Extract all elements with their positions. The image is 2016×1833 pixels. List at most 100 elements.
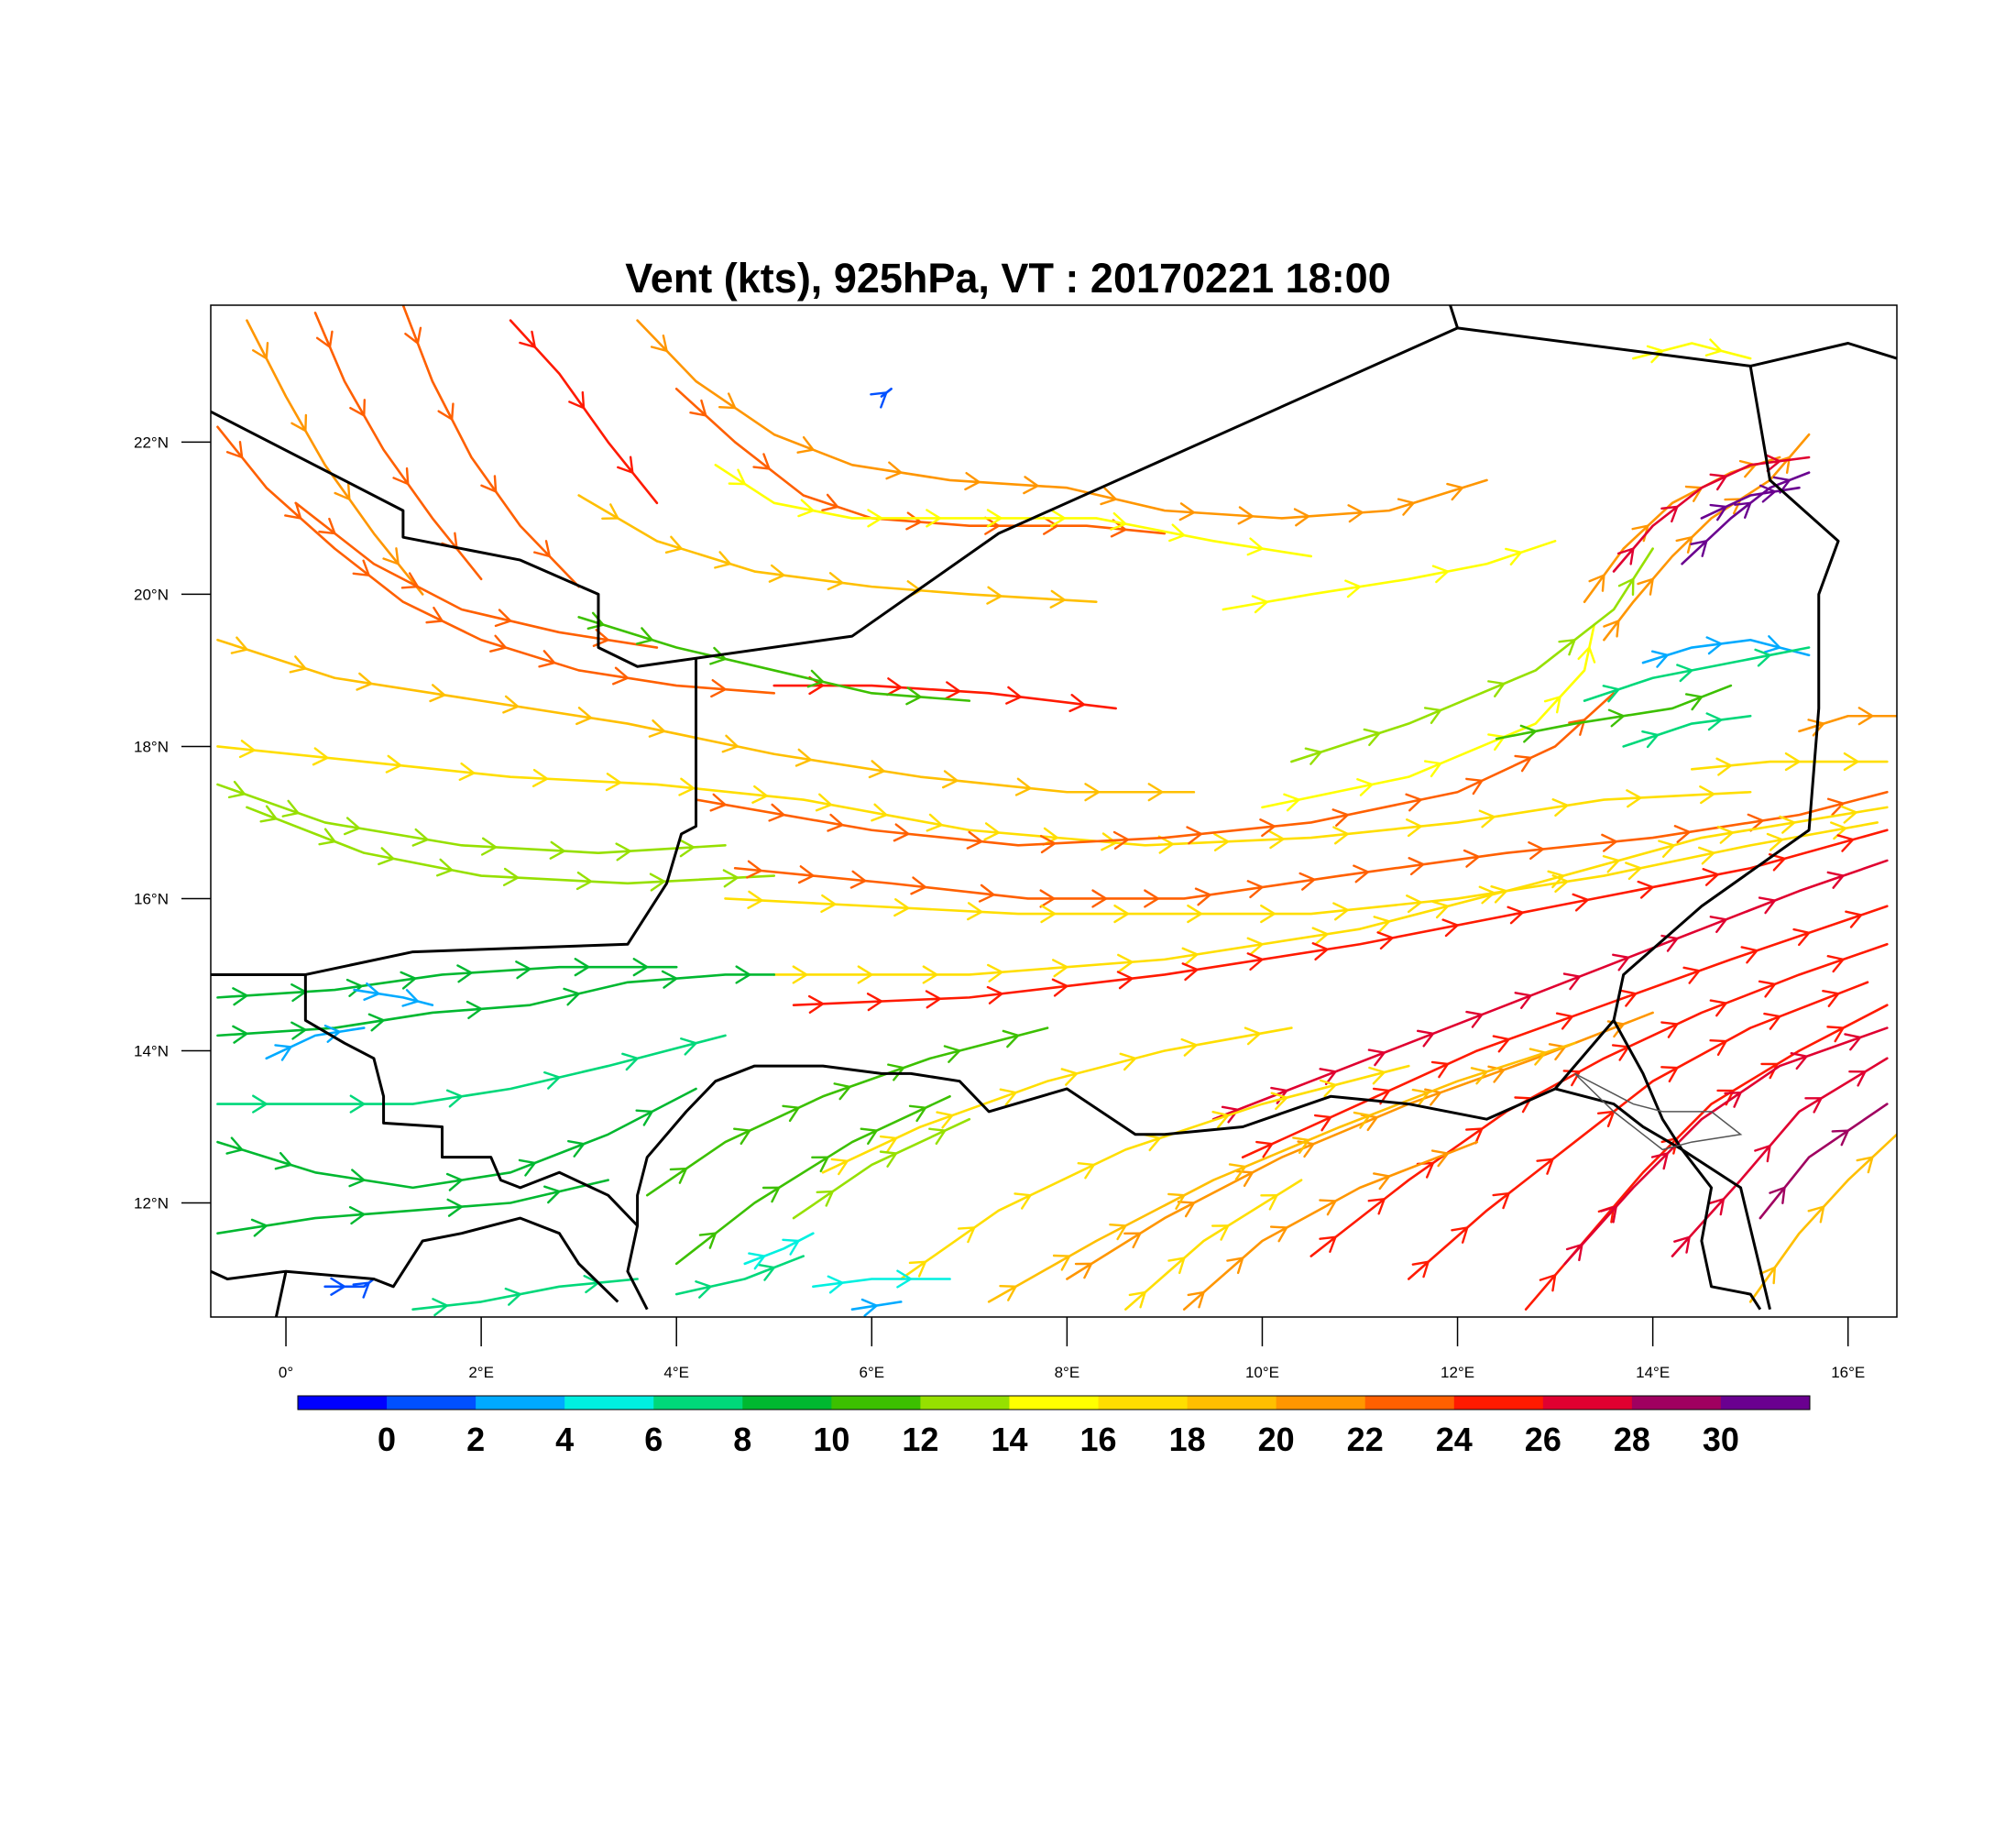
wind-arrowhead bbox=[1101, 832, 1118, 851]
streamline bbox=[792, 1117, 971, 1220]
wind-arrowhead bbox=[480, 837, 499, 856]
wind-arrowhead bbox=[797, 865, 816, 884]
wind-arrowhead bbox=[1246, 937, 1265, 956]
wind-arrowhead bbox=[978, 884, 996, 903]
wind-arrowhead bbox=[710, 679, 728, 698]
wind-arrowhead bbox=[936, 1111, 955, 1129]
wind-arrowhead bbox=[721, 734, 740, 753]
wind-arrowhead bbox=[1519, 724, 1539, 743]
wind-arrowhead bbox=[926, 509, 943, 528]
wind-arrowhead bbox=[1187, 1290, 1206, 1309]
wind-arrowhead bbox=[1804, 1097, 1824, 1114]
colorbar-swatch bbox=[1098, 1396, 1189, 1410]
streamline bbox=[216, 1179, 609, 1235]
wind-arrowhead bbox=[318, 517, 337, 535]
wind-arrowhead bbox=[1844, 1033, 1863, 1051]
wind-arrowhead bbox=[1113, 904, 1131, 924]
wind-arrowhead bbox=[1084, 783, 1101, 802]
colorbar-swatch bbox=[831, 1396, 921, 1410]
wind-arrowhead bbox=[575, 707, 594, 726]
wind-arrowhead bbox=[1311, 942, 1330, 961]
wind-arrowhead bbox=[680, 1037, 698, 1056]
wind-arrowhead bbox=[1260, 1193, 1279, 1211]
wind-arrowhead bbox=[1602, 685, 1621, 703]
colorbar-swatch bbox=[476, 1396, 565, 1410]
streamline bbox=[216, 973, 776, 1037]
wind-arrowhead bbox=[549, 840, 566, 860]
wind-arrowhead bbox=[1856, 1156, 1875, 1174]
streamline bbox=[1583, 456, 1781, 604]
wind-arrowhead bbox=[635, 627, 654, 645]
wind-arrowhead bbox=[1050, 509, 1068, 528]
wind-arrowhead bbox=[728, 468, 747, 486]
wind-arrowhead bbox=[1311, 927, 1330, 946]
wind-arrowhead bbox=[1014, 777, 1033, 796]
wind-arrowhead bbox=[1100, 487, 1118, 506]
colorbar-label: 2 bbox=[466, 1421, 485, 1458]
wind-arrowhead bbox=[1758, 896, 1777, 915]
wind-arrowhead bbox=[1292, 1136, 1311, 1155]
colorbar-label: 20 bbox=[1258, 1421, 1295, 1458]
wind-arrowhead bbox=[504, 1287, 522, 1306]
wind-arrowhead bbox=[1848, 1070, 1868, 1087]
country-border bbox=[211, 1216, 619, 1303]
wind-arrowhead bbox=[709, 793, 728, 812]
wind-arrowhead bbox=[796, 435, 816, 454]
wind-arrowhead bbox=[926, 813, 944, 832]
wind-arrowhead bbox=[866, 993, 884, 1012]
country-border bbox=[211, 326, 1751, 668]
streamline bbox=[743, 1232, 815, 1266]
wind-arrowhead bbox=[632, 958, 650, 977]
wind-arrowhead bbox=[986, 586, 1003, 605]
wind-arrowhead bbox=[1023, 476, 1040, 495]
wind-arrowhead bbox=[1110, 511, 1128, 531]
colorbar-label: 10 bbox=[813, 1421, 849, 1458]
wind-arrowhead bbox=[289, 655, 308, 674]
wind-arrowhead bbox=[1843, 752, 1860, 772]
wind-arrowhead bbox=[330, 1277, 347, 1296]
country-border bbox=[303, 974, 639, 1227]
wind-arrowhead bbox=[1619, 989, 1638, 1007]
wind-arrowhead bbox=[1255, 1140, 1275, 1158]
wind-arrowhead bbox=[1507, 906, 1525, 925]
streamline bbox=[714, 464, 1313, 558]
wind-arrowhead bbox=[1698, 846, 1716, 865]
wind-arrowhead bbox=[751, 785, 770, 804]
wind-arrowhead bbox=[284, 501, 302, 520]
wind-arrowhead bbox=[1332, 826, 1350, 845]
wind-arrowhead bbox=[833, 1082, 852, 1101]
wind-arrowhead bbox=[315, 330, 334, 349]
wind-arrowhead bbox=[908, 1260, 927, 1278]
wind-arrowhead bbox=[1514, 992, 1533, 1010]
wind-arrowhead bbox=[943, 1045, 962, 1063]
wind-arrowhead bbox=[1353, 864, 1371, 884]
wind-arrowhead bbox=[1790, 1051, 1809, 1070]
wind-arrowhead bbox=[648, 719, 667, 738]
wind-arrowhead bbox=[1226, 1257, 1244, 1275]
wind-arrowhead bbox=[1112, 830, 1131, 850]
wind-arrowhead bbox=[1758, 980, 1777, 998]
wind-arrowhead bbox=[1616, 546, 1635, 565]
streamline bbox=[812, 1278, 951, 1289]
wind-arrowhead bbox=[1702, 868, 1720, 886]
streamline bbox=[313, 312, 483, 581]
wind-arrowhead bbox=[1759, 484, 1778, 503]
wind-arrowhead bbox=[1600, 1204, 1618, 1224]
wind-arrowhead bbox=[1060, 1068, 1079, 1086]
wind-arrowhead bbox=[1709, 503, 1728, 521]
wind-arrowhead bbox=[1763, 1012, 1782, 1030]
wind-arrowhead bbox=[1211, 1110, 1231, 1129]
wind-arrowhead bbox=[352, 559, 371, 577]
wind-arrowhead bbox=[1660, 1066, 1680, 1083]
wind-arrowhead bbox=[1319, 1068, 1338, 1086]
wind-arrowhead bbox=[349, 1094, 367, 1114]
wind-arrowhead bbox=[1068, 694, 1087, 713]
wind-arrowhead bbox=[1244, 1026, 1263, 1046]
wind-arrowhead bbox=[274, 1151, 293, 1170]
wind-arrowhead bbox=[678, 777, 696, 796]
streamline bbox=[772, 684, 1117, 710]
lon-tick-label: 6°E bbox=[860, 1364, 885, 1381]
wind-arrowhead bbox=[1423, 707, 1443, 725]
wind-speed-colorbar: 0 2 4 6 8 10 12 14 16 18 20 22 24 26 28 30 bbox=[297, 1395, 1811, 1458]
